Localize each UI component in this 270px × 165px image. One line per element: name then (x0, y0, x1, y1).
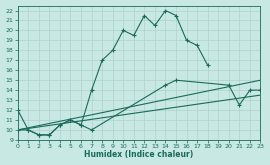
X-axis label: Humidex (Indice chaleur): Humidex (Indice chaleur) (85, 150, 194, 159)
